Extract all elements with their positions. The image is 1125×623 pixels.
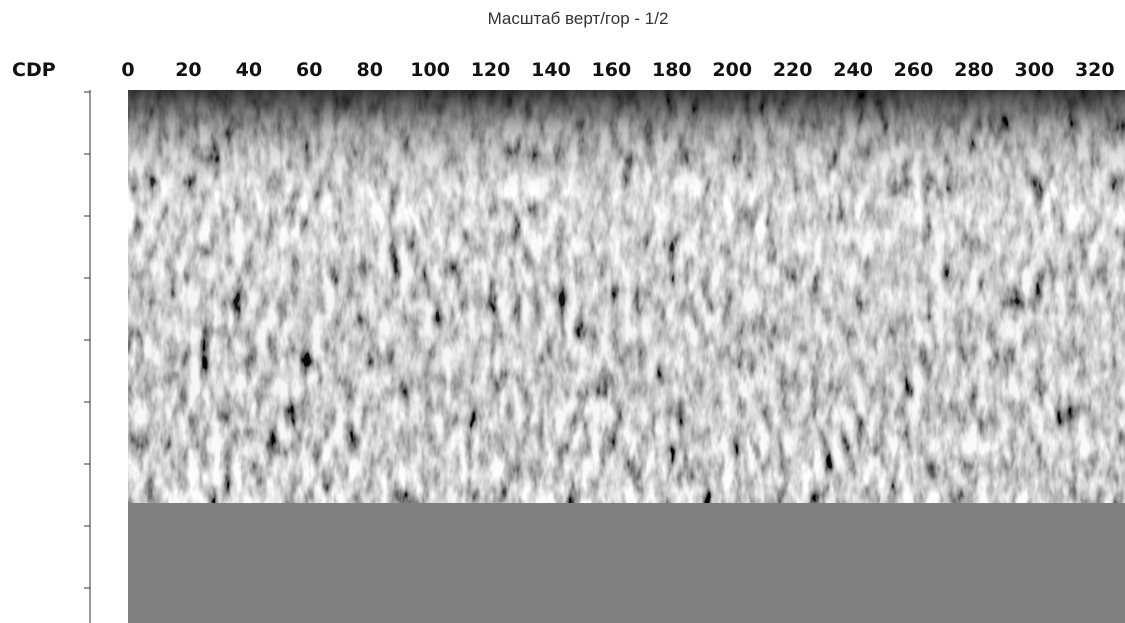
page: Масштаб верт/гор - 1/2 CDP 0 20 40 60 80 100 1… — [0, 0, 1125, 623]
x-tick-label: 60 — [296, 59, 322, 81]
x-tick-label: 220 — [773, 59, 813, 81]
x-tick-label: 20 — [175, 59, 201, 81]
x-tick-label: 40 — [236, 59, 262, 81]
x-tick-label: 120 — [471, 59, 511, 81]
x-tick-label: 180 — [652, 59, 692, 81]
x-tick-label: 260 — [894, 59, 934, 81]
x-tick-label: 140 — [531, 59, 571, 81]
x-tick-label: 0 — [121, 59, 134, 81]
radargram-shading — [128, 90, 1125, 503]
x-tick-label: 80 — [356, 59, 382, 81]
x-tick-label: 280 — [954, 59, 994, 81]
x-tick-label: 240 — [833, 59, 873, 81]
x-tick-label: 300 — [1015, 59, 1055, 81]
chart-title: Масштаб верт/гор - 1/2 — [488, 9, 669, 28]
x-axis-label: CDP — [12, 59, 56, 81]
x-tick-label: 160 — [592, 59, 632, 81]
radargram-image — [128, 90, 1125, 623]
x-tick-label: 200 — [712, 59, 752, 81]
chart: Масштаб верт/гор - 1/2 CDP 0 20 40 60 80 100 1… — [0, 0, 1125, 623]
empty-region — [128, 503, 1125, 623]
depth-axis — [84, 90, 90, 623]
x-tick-label: 320 — [1075, 59, 1115, 81]
x-tick-label: 100 — [410, 59, 450, 81]
